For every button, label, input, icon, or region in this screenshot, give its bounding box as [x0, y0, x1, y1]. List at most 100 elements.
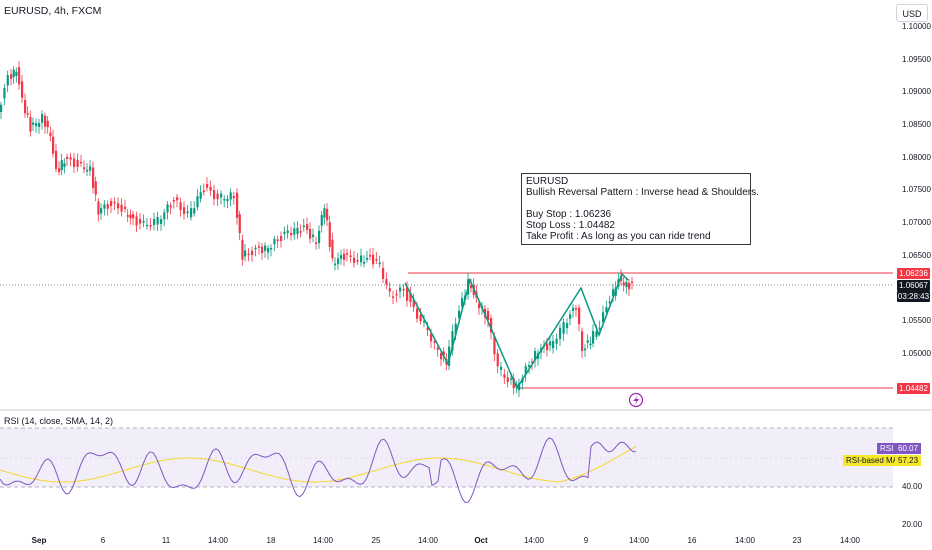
- candle-body: [372, 254, 375, 265]
- candle-body: [562, 322, 565, 334]
- time-axis-label: 14:00: [523, 536, 545, 545]
- candle-body: [202, 190, 205, 192]
- candle-body: [146, 224, 149, 227]
- candle-body: [179, 202, 182, 211]
- candle-body: [426, 327, 429, 331]
- candle-body: [76, 159, 79, 167]
- candle-body: [251, 250, 254, 256]
- time-axis-label: 11: [161, 536, 171, 545]
- price-axis-label: 1.05000: [902, 349, 931, 358]
- candle-body: [21, 81, 24, 98]
- rsi-indicator-title[interactable]: RSI (14, close, SMA, 14, 2): [4, 416, 114, 426]
- candle-body: [106, 204, 109, 209]
- candle-body: [132, 214, 135, 219]
- candle-body: [549, 341, 552, 346]
- candle-body: [236, 192, 239, 218]
- candle-body: [578, 307, 581, 325]
- price-axis-label: 1.09000: [902, 87, 931, 96]
- candle-body: [238, 214, 241, 234]
- candle-body: [399, 287, 402, 292]
- time-axis-label: 16: [687, 536, 697, 545]
- annotation-line: EURUSD: [526, 176, 569, 187]
- candle-body: [86, 169, 89, 172]
- candle-body: [216, 193, 219, 200]
- price-axis-label: 1.09500: [902, 55, 931, 64]
- candle-body: [49, 132, 52, 137]
- candle-body: [318, 230, 321, 243]
- candle-body: [41, 114, 44, 123]
- candle-body: [622, 282, 625, 286]
- time-axis-label: 6: [100, 536, 106, 545]
- price-axis-label: 1.07000: [902, 218, 931, 227]
- candle-body: [320, 215, 323, 226]
- candle-body: [518, 383, 521, 391]
- candle-body: [46, 120, 49, 128]
- time-axis-label: 14:00: [628, 536, 650, 545]
- candle-body: [493, 335, 496, 355]
- candle-body: [433, 341, 436, 343]
- pattern-zigzag[interactable]: [404, 272, 629, 390]
- candle-body: [166, 204, 169, 213]
- candle-body: [440, 353, 443, 360]
- candle-body: [223, 198, 226, 201]
- candle-body: [241, 239, 244, 260]
- candle-body: [436, 347, 439, 350]
- currency-button[interactable]: USD: [896, 4, 928, 22]
- candle-body: [267, 248, 270, 253]
- candle-body: [478, 303, 481, 309]
- candle-body: [363, 262, 366, 264]
- candle-body: [15, 71, 18, 76]
- candle-body: [73, 158, 76, 167]
- candle-body: [631, 281, 634, 284]
- candle-body: [512, 378, 515, 389]
- candle-body: [199, 192, 202, 199]
- candle-body: [247, 253, 250, 256]
- candle-body: [356, 260, 359, 262]
- candle-body: [382, 268, 385, 279]
- candle-body: [470, 285, 473, 289]
- candle-body: [395, 293, 398, 296]
- time-axis-label: 25: [371, 536, 381, 545]
- price-axis-label: 1.06500: [902, 251, 931, 260]
- rsi-label-tag: RSI: [877, 443, 897, 454]
- candle-body: [113, 201, 116, 204]
- symbol-title[interactable]: EURUSD, 4h, FXCM: [4, 5, 102, 17]
- candle-body: [193, 208, 196, 214]
- candle-body: [220, 193, 223, 198]
- candle-body: [293, 228, 296, 235]
- candle-body: [605, 307, 608, 313]
- rsi-ma-line: [0, 445, 637, 483]
- time-axis-label: 23: [792, 536, 802, 545]
- candle-body: [346, 253, 349, 255]
- candle-body: [581, 331, 584, 352]
- candle-body: [18, 67, 21, 85]
- candle-body: [92, 167, 95, 188]
- rsi-axis-label: 40.00: [902, 482, 923, 491]
- candle-body: [24, 100, 27, 114]
- trade-annotation-box[interactable]: EURUSD Bullish Reversal Pattern : Invers…: [521, 173, 759, 245]
- candle-body: [378, 262, 381, 265]
- candle-body: [458, 310, 461, 319]
- candle-body: [592, 331, 595, 344]
- candle-body: [139, 218, 142, 224]
- candle-body: [80, 161, 83, 164]
- price-axis-label: 1.10000: [902, 22, 931, 31]
- annotation-line: Take Profit : As long as you can ride tr…: [526, 231, 711, 242]
- candle-body: [595, 331, 598, 337]
- annotation-line: Bullish Reversal Pattern : Inverse head …: [526, 187, 759, 198]
- candle-body: [283, 231, 286, 234]
- candle-body: [306, 224, 309, 230]
- candle-body: [566, 323, 569, 329]
- lightning-bolt-icon[interactable]: [628, 392, 644, 408]
- candle-body: [142, 221, 145, 223]
- candle-body: [32, 122, 35, 125]
- candle-body: [129, 214, 132, 219]
- candle-body: [534, 351, 537, 361]
- candle-body: [160, 219, 163, 224]
- candle-body: [66, 156, 69, 160]
- candle-body: [323, 208, 326, 218]
- time-axis-label: 18: [266, 536, 276, 545]
- candle-body: [589, 343, 592, 346]
- candle-body: [135, 216, 138, 226]
